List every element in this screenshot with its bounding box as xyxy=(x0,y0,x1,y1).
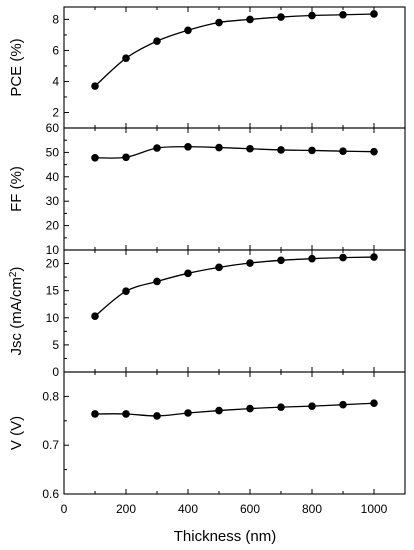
series-line xyxy=(94,13,375,87)
x-tick-label: 1000 xyxy=(361,502,388,516)
y-tick-label: 10 xyxy=(46,311,60,325)
data-point xyxy=(215,143,223,152)
y-tick-label: 6 xyxy=(52,43,59,57)
panel-3: 0 5 10 15 20 Jsc (mA/cm2) xyxy=(8,249,406,379)
data-point xyxy=(215,406,223,415)
data-point xyxy=(370,147,378,156)
y-tick-label: 15 xyxy=(46,284,60,298)
series-line xyxy=(94,146,375,159)
data-point xyxy=(308,11,316,20)
data-point xyxy=(370,253,378,261)
data-point xyxy=(184,26,192,35)
data-point xyxy=(122,54,130,62)
data-point xyxy=(153,37,161,45)
y-tick-label: 0.8 xyxy=(42,389,59,403)
data-point xyxy=(277,13,285,21)
data-point xyxy=(308,402,316,410)
y-tick-label: 40 xyxy=(46,170,60,184)
data-point xyxy=(184,142,192,151)
y-tick-label: 30 xyxy=(46,194,60,208)
x-tick-label: 0 xyxy=(61,502,68,516)
data-point xyxy=(91,153,99,162)
data-point xyxy=(184,409,192,417)
x-tick-label: 600 xyxy=(240,502,260,516)
y-tick-label: 60 xyxy=(46,121,60,135)
data-point xyxy=(153,144,161,152)
data-point xyxy=(339,147,347,155)
data-point xyxy=(246,259,254,267)
y-tick-label: 20 xyxy=(46,257,60,271)
data-point xyxy=(215,18,223,27)
data-point xyxy=(246,404,254,413)
data-point xyxy=(246,15,254,24)
y-axis-label: Jsc (mA/cm2) xyxy=(8,267,26,356)
y-tick-label: 0 xyxy=(52,365,59,379)
panel-4: 0.6 0.7 0.8 V (V) xyxy=(8,371,406,501)
x-axis-label: Thickness (nm) xyxy=(174,528,277,545)
plot-frame xyxy=(63,249,406,373)
x-tick-label: 400 xyxy=(178,502,198,516)
data-point xyxy=(339,253,347,262)
data-point xyxy=(122,410,130,418)
plot-frame xyxy=(63,127,406,251)
y-tick-label: 50 xyxy=(46,145,60,159)
data-point xyxy=(308,146,316,155)
data-point xyxy=(153,412,161,420)
x-tick-label: 800 xyxy=(302,502,322,516)
series-line xyxy=(94,402,375,417)
y-axis-label: FF (%) xyxy=(8,166,25,212)
y-tick-label: 20 xyxy=(46,219,60,233)
plot-frame xyxy=(63,371,406,495)
y-tick-label: 8 xyxy=(52,12,59,26)
y-axis-label: V (V) xyxy=(8,416,25,450)
y-tick-label: 0.7 xyxy=(42,438,59,452)
data-point xyxy=(91,82,99,90)
data-point xyxy=(91,410,99,418)
data-point xyxy=(277,256,285,265)
x-tick-label: 200 xyxy=(116,502,136,516)
y-tick-label: 4 xyxy=(52,74,59,88)
data-point xyxy=(370,10,378,18)
data-point xyxy=(277,146,285,154)
panel-2: 10 20 30 40 50 60 FF (%) xyxy=(8,121,406,257)
data-point xyxy=(184,269,192,278)
data-point xyxy=(370,399,378,408)
data-point xyxy=(122,153,130,162)
panel-1: 2 4 6 8 PCE (%) xyxy=(8,6,406,129)
data-point xyxy=(308,254,316,263)
data-point xyxy=(339,400,347,409)
data-point xyxy=(339,10,347,19)
data-point xyxy=(91,312,99,320)
y-tick-label: 10 xyxy=(46,243,60,257)
data-point xyxy=(277,403,285,411)
y-tick-label: 0.6 xyxy=(42,487,59,501)
y-axis-label: PCE (%) xyxy=(8,38,25,96)
y-tick-label: 5 xyxy=(52,338,59,352)
series-line xyxy=(94,256,375,317)
data-point xyxy=(122,287,130,296)
data-point xyxy=(215,263,223,272)
data-point xyxy=(246,144,254,153)
y-tick-label: 2 xyxy=(52,105,59,119)
data-point xyxy=(153,277,161,286)
